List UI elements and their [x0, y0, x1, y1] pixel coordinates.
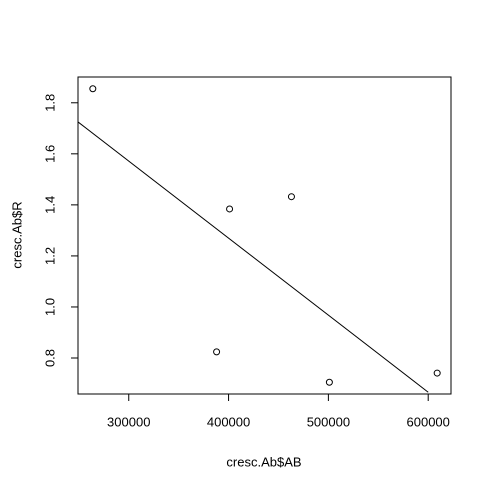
- point: [287, 193, 295, 201]
- y-tick-label: 1.8: [42, 94, 57, 112]
- y-tick-label: 1.6: [42, 145, 57, 163]
- x-tick-label: 500000: [307, 414, 350, 429]
- x-axis-label: cresc.Ab$AB: [226, 454, 301, 469]
- y-tick-label: 1.4: [42, 196, 57, 214]
- x-tick-label: 600000: [407, 414, 450, 429]
- fit-line: [77, 121, 429, 393]
- y-tick-label: 1.0: [42, 298, 57, 316]
- point: [213, 348, 221, 356]
- y-tick-label: 1.2: [42, 247, 57, 265]
- x-tick-label: 400000: [207, 414, 250, 429]
- y-axis-label: cresc.Ab$R: [9, 201, 24, 268]
- y-tick-label: 0.8: [42, 349, 57, 367]
- point: [226, 205, 234, 213]
- point: [89, 85, 97, 93]
- point: [325, 378, 333, 386]
- x-tick-label: 300000: [107, 414, 150, 429]
- point: [433, 369, 441, 377]
